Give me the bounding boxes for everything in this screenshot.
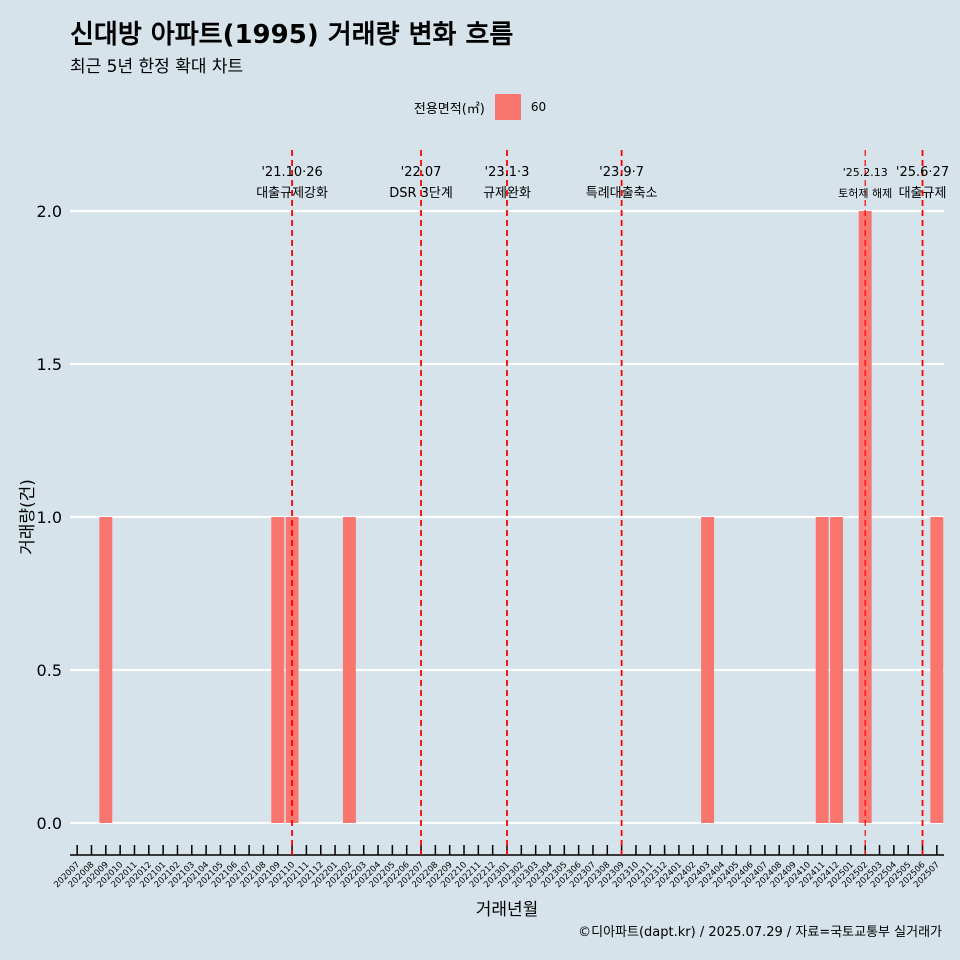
x-axis-title: 거래년월 bbox=[476, 900, 539, 920]
legend-swatch bbox=[494, 94, 521, 120]
chart-subtitle: 최근 5년 한정 확대 차트 bbox=[70, 57, 244, 77]
event-date-label: '21.10·26 bbox=[261, 165, 322, 180]
event-name-label: 토허제 해제 bbox=[838, 186, 892, 200]
y-tick-label: 1.0 bbox=[37, 508, 62, 527]
y-axis-title: 거래량(건) bbox=[18, 479, 38, 555]
y-tick-label: 0.5 bbox=[37, 661, 62, 680]
event-name-label: 특례대출축소 bbox=[586, 186, 658, 201]
bar-202109 bbox=[271, 517, 285, 823]
event-name-label: DSR 3단계 bbox=[389, 186, 453, 201]
y-tick-label: 0.0 bbox=[37, 814, 62, 833]
bar-202411 bbox=[815, 517, 829, 823]
event-name-label: 대출규제강화 bbox=[256, 186, 328, 201]
source-caption: ©디아파트(dapt.kr) / 2025.07.29 / 자료=국토교통부 실… bbox=[578, 925, 942, 940]
event-name-label: 규제완화 bbox=[483, 186, 531, 201]
bar-202403 bbox=[701, 517, 715, 823]
event-date-label: '22.07 bbox=[401, 165, 442, 180]
chart-title: 신대방 아파트(1995) 거래량 변화 흐름 bbox=[70, 20, 514, 50]
legend-item-label: 60 bbox=[530, 100, 547, 114]
event-date-label: '23.9·7 bbox=[599, 165, 644, 180]
bar-202202 bbox=[342, 517, 356, 823]
legend-title: 전용면적(㎡) bbox=[413, 101, 485, 117]
event-name-label: 대출규제 bbox=[899, 186, 947, 201]
bar-202412 bbox=[830, 517, 843, 823]
event-date-label: '23.1·3 bbox=[485, 165, 530, 180]
bar-202502 bbox=[858, 211, 872, 823]
bar-202507 bbox=[930, 517, 944, 823]
y-tick-label: 2.0 bbox=[37, 202, 62, 221]
y-tick-label: 1.5 bbox=[37, 355, 62, 374]
bar-202009 bbox=[99, 517, 113, 823]
event-date-label: '25.2.13 bbox=[843, 166, 888, 179]
event-date-label: '25.6·27 bbox=[896, 165, 949, 180]
legend: 전용면적(㎡) 60 bbox=[0, 94, 960, 120]
